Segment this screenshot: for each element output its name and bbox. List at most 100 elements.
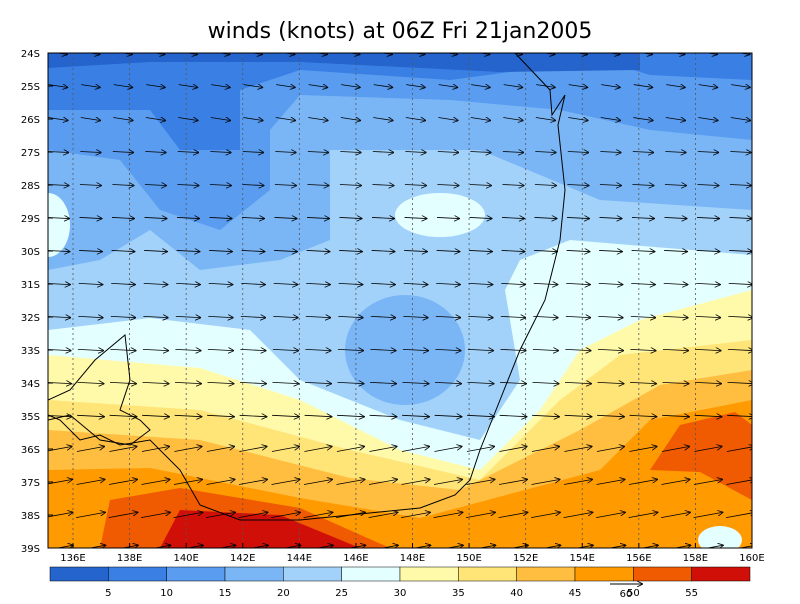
wind-arrow	[276, 85, 295, 88]
wind-arrow	[499, 415, 527, 416]
wind-arrow	[272, 349, 298, 350]
wind-arrow	[338, 316, 362, 317]
wind-arrow	[661, 512, 690, 519]
wind-arrow	[565, 316, 590, 317]
wind-arrow	[109, 447, 136, 452]
wind-arrow	[466, 479, 495, 485]
wind-arrow	[370, 316, 395, 317]
wind-arrow	[705, 53, 717, 55]
wind-arrow	[272, 415, 299, 416]
wind-arrow	[337, 382, 364, 383]
lat-label: 34S	[21, 379, 40, 390]
wind-arrow	[217, 53, 230, 55]
wind-arrow	[339, 217, 362, 218]
colorbar-swatch	[283, 566, 342, 582]
wind-arrow	[498, 512, 528, 519]
wind-arrow	[533, 283, 558, 284]
colorbar-swatch	[633, 566, 692, 582]
wind-arrow	[207, 415, 234, 416]
wind-arrow	[575, 53, 587, 55]
contour	[698, 526, 742, 548]
wind-arrow	[542, 53, 555, 55]
colorbar-swatch	[691, 566, 751, 582]
wind-arrow	[178, 118, 197, 121]
lon-label: 148E	[400, 553, 425, 564]
wind-arrow	[406, 85, 425, 88]
wind-arrow	[727, 415, 752, 416]
colorbar-label: 20	[277, 588, 290, 599]
lon-label: 158E	[683, 553, 708, 564]
wind-arrow	[596, 479, 625, 485]
wind-arrow	[534, 250, 557, 251]
wind-arrow	[176, 217, 199, 218]
wind-arrow	[543, 545, 561, 548]
wind-arrow	[566, 217, 589, 218]
wind-arrow	[368, 479, 397, 485]
wind-arrow	[726, 447, 752, 452]
colorbar-label: 35	[452, 588, 465, 599]
wind-arrow	[629, 447, 656, 452]
wind-arrow	[402, 415, 429, 416]
wind-arrow	[173, 512, 203, 519]
wind-arrow	[339, 184, 361, 185]
wind-arrow	[239, 382, 266, 383]
wind-arrow	[80, 151, 100, 152]
wind-arrow	[596, 447, 624, 452]
wind-arrow	[413, 545, 431, 548]
wind-arrow	[402, 382, 429, 383]
wind-arrow	[48, 316, 70, 317]
colorbar-label: 5	[105, 588, 111, 599]
wind-arrow	[348, 545, 366, 548]
wind-arrow	[405, 151, 425, 152]
wind-arrow	[305, 349, 330, 350]
contour	[48, 53, 640, 72]
wind-arrow	[77, 349, 103, 350]
wind-arrow	[48, 479, 72, 485]
wind-arrow	[599, 217, 622, 218]
wind-arrow	[502, 184, 523, 185]
wind-arrow	[282, 53, 295, 55]
wind-arrow	[568, 85, 588, 88]
lon-label: 144E	[287, 553, 312, 564]
wind-arrow	[141, 447, 169, 452]
wind-arrow	[206, 447, 234, 452]
wind-arrow	[535, 118, 555, 121]
wind-arrow	[120, 545, 138, 548]
wind-arrow	[347, 53, 360, 55]
wind-arrow	[306, 217, 329, 218]
lat-label: 26S	[21, 115, 40, 126]
plot-frame	[47, 52, 753, 549]
wind-arrow	[640, 53, 652, 55]
colorbar: 5 10 15 20 25 30 35 40 45 50 55	[49, 566, 751, 599]
wind-arrow	[477, 53, 490, 55]
colorbar-label: 50	[627, 588, 640, 599]
wind-arrow	[372, 184, 393, 185]
wind-arrow	[242, 151, 263, 152]
wind-arrow	[664, 217, 687, 218]
wind-arrow	[596, 512, 625, 519]
wind-arrow	[705, 545, 723, 548]
wind-arrow	[501, 217, 524, 218]
wind-arrow	[498, 479, 527, 485]
wind-arrow	[174, 447, 201, 452]
wind-arrow	[470, 118, 490, 121]
wind-arrow	[315, 545, 333, 548]
contour	[160, 510, 360, 548]
wind-arrow	[532, 382, 559, 383]
wind-arrow	[239, 415, 267, 416]
wind-arrow	[565, 349, 590, 350]
wind-arrow	[273, 316, 297, 317]
wind-arrow	[152, 53, 165, 55]
wind-arrow	[243, 85, 263, 88]
wind-arrow	[306, 283, 330, 284]
wind-arrow	[141, 479, 170, 485]
wind-arrow	[404, 217, 427, 218]
wind-arrow	[274, 217, 297, 218]
colorbar-label: 55	[685, 588, 698, 599]
lon-label: 146E	[343, 553, 368, 564]
wind-arrow	[308, 118, 327, 121]
wind-arrow	[607, 53, 620, 55]
wind-arrow	[240, 349, 265, 350]
wind-arrow	[598, 283, 623, 284]
wind-arrow	[599, 184, 621, 185]
